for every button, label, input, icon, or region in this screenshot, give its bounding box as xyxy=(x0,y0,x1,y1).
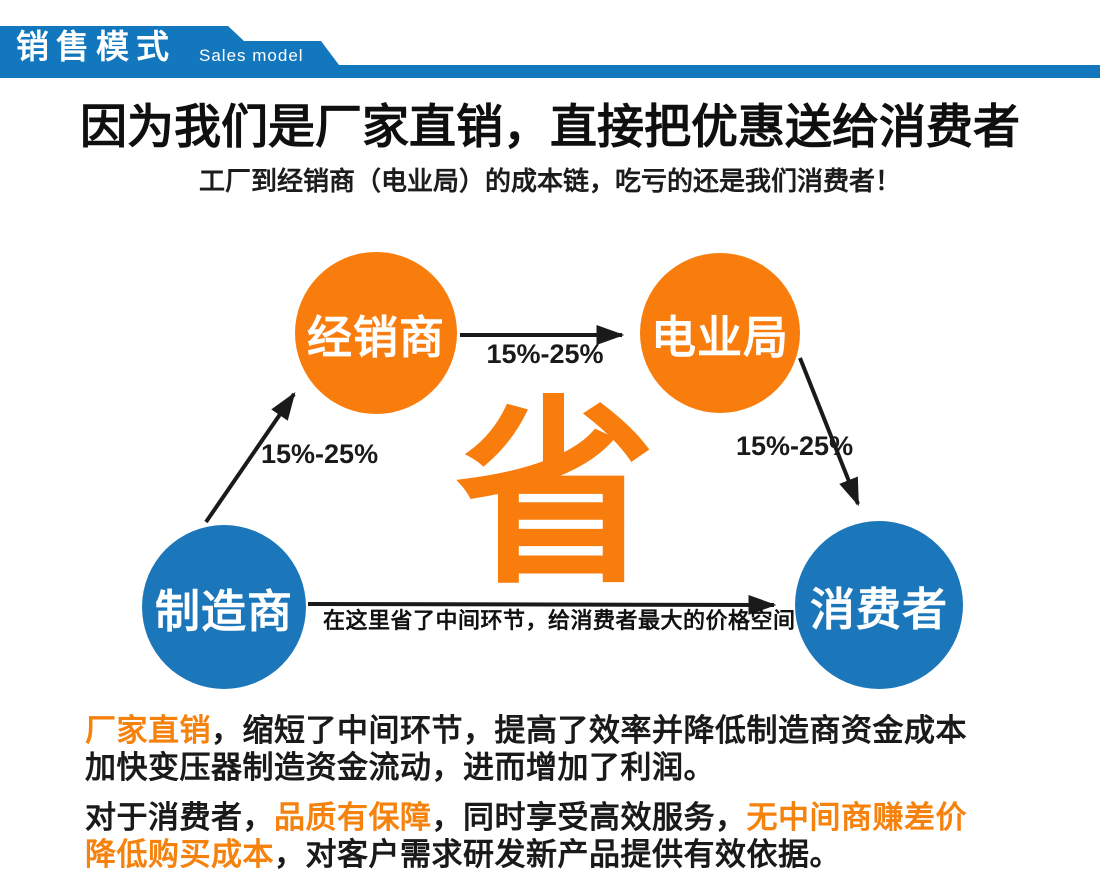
node-manufacturer: 制造商 xyxy=(142,525,306,689)
highlight-no-middleman: 无中间商赚差价 xyxy=(746,800,967,835)
node-dealer: 经销商 xyxy=(295,252,457,414)
banner: 销售模式 Sales model xyxy=(0,0,1100,80)
arrow-power-bureau-to-consumer xyxy=(798,357,860,507)
save-character: 省 xyxy=(455,384,656,607)
node-consumer: 消费者 xyxy=(795,521,963,689)
arrow-manufacturer-to-dealer xyxy=(204,392,296,524)
edge-label-manufacturer-dealer: 15%-25% xyxy=(261,439,379,469)
banner-ribbon-shape xyxy=(0,26,1100,78)
paragraph-consumer-benefit: 对于消费者，品质有保障，同时享受高效服务，无中间商赚差价 降低购买成本，对客户需… xyxy=(85,799,1045,873)
page-headline: 因为我们是厂家直销，直接把优惠送给消费者 xyxy=(80,100,1020,153)
highlight-lower-cost: 降低购买成本 xyxy=(85,837,274,872)
p2-seg3: ，同时享受高效服务， xyxy=(431,800,747,835)
node-power-bureau: 电业局 xyxy=(640,253,800,413)
arrow-manufacturer-to-consumer xyxy=(307,594,777,615)
banner-title-en: Sales model xyxy=(199,46,304,65)
p2-line2-rest: ，对客户需求研发新产品提供有效依据。 xyxy=(274,837,841,872)
highlight-quality-guarantee: 品质有保障 xyxy=(274,800,432,835)
p1-line2: 加快变压器制造资金流动，进而增加了利润。 xyxy=(85,750,715,785)
direct-edge-caption: 在这里省了中间环节，给消费者最大的价格空间 xyxy=(323,608,796,633)
p1-line1-rest: ，缩短了中间环节，提高了效率并降低制造商资金成本 xyxy=(211,713,967,748)
p2-seg1: 对于消费者， xyxy=(85,800,274,835)
node-consumer-label: 消费者 xyxy=(809,583,948,635)
paragraph-factory-direct: 厂家直销，缩短了中间环节，提高了效率并降低制造商资金成本 加快变压器制造资金流动… xyxy=(85,712,1045,786)
node-power-bureau-label: 电业局 xyxy=(650,311,789,363)
banner-title-cn: 销售模式 xyxy=(16,28,176,65)
edge-label-bureau-consumer: 15%-25% xyxy=(736,431,854,461)
node-dealer-label: 经销商 xyxy=(306,311,445,363)
edge-label-dealer-bureau: 15%-25% xyxy=(486,339,604,369)
node-manufacturer-label: 制造商 xyxy=(154,585,293,637)
highlight-factory-direct: 厂家直销 xyxy=(85,713,211,748)
page-subheadline: 工厂到经销商（电业局）的成本链，吃亏的还是我们消费者！ xyxy=(198,166,901,196)
body-text: 厂家直销，缩短了中间环节，提高了效率并降低制造商资金成本 加快变压器制造资金流动… xyxy=(85,712,1045,886)
